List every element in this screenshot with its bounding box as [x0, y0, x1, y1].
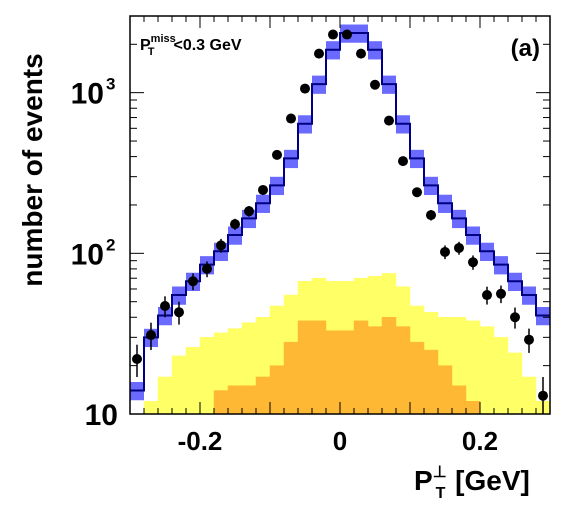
data-point — [230, 219, 240, 230]
bg-dark-bin — [241, 385, 257, 415]
y-axis-title: number of events — [17, 53, 48, 286]
bg-dark-bin — [297, 320, 313, 415]
data-point — [258, 184, 268, 195]
x-axis-title-rest: [GeV] — [447, 465, 529, 496]
data-point — [286, 113, 296, 124]
data-point — [398, 156, 408, 167]
data-point — [454, 242, 464, 253]
bg-dark-bin — [423, 349, 439, 415]
data-point — [538, 390, 548, 401]
data-point — [524, 334, 534, 345]
data-point — [272, 149, 282, 160]
data-point — [440, 246, 450, 257]
data-point — [244, 206, 254, 217]
y-tick-label: 10 — [85, 399, 118, 432]
bg-light-bin — [199, 337, 215, 415]
bg-dark-bin — [213, 390, 229, 415]
cut-annotation-rest: <0.3 GeV — [173, 37, 241, 54]
bg-light-bin — [143, 401, 159, 415]
x-tick-label: -0.2 — [178, 426, 223, 456]
y-tick-label-exponent: 2 — [106, 235, 115, 254]
x-axis-title-base: P — [414, 465, 433, 496]
bg-dark-bin — [311, 320, 327, 415]
data-point — [468, 257, 478, 268]
bg-dark-bin — [255, 376, 271, 415]
bg-light-bin — [171, 355, 187, 415]
data-point — [412, 187, 422, 198]
y-tick-label-exponent: 3 — [106, 75, 115, 94]
bg-light-bin — [157, 376, 173, 415]
data-point — [496, 288, 506, 299]
x-tick-label: 0 — [333, 426, 347, 456]
bg-light-bin — [185, 347, 201, 415]
data-point — [300, 83, 310, 94]
bg-dark-bin — [409, 341, 425, 415]
bg-light-bin — [493, 337, 509, 415]
data-point — [342, 29, 352, 40]
x-axis-title-sub: T — [436, 485, 446, 502]
bg-dark-bin — [451, 385, 467, 415]
x-axis-title-sup: ⊥ — [433, 464, 447, 481]
data-point — [202, 263, 212, 274]
data-point — [482, 290, 492, 301]
bg-dark-bin — [367, 326, 383, 415]
bg-dark-bin — [437, 365, 453, 415]
bg-dark-bin — [339, 330, 355, 415]
data-point — [370, 79, 380, 90]
cut-annotation-sub: T — [148, 46, 155, 58]
plot-area — [130, 24, 551, 415]
data-point — [510, 312, 520, 323]
bg-dark-bin — [269, 365, 285, 415]
data-point — [174, 307, 184, 318]
data-point — [384, 115, 394, 126]
bg-dark-bin — [395, 326, 411, 415]
cut-annotation: Pmiss T <0.3 GeV — [140, 33, 242, 58]
data-point — [426, 210, 436, 221]
panel-label: (a) — [511, 35, 540, 62]
x-tick-label: 0.2 — [462, 426, 498, 456]
bg-dark-bin — [353, 320, 369, 415]
data-point — [188, 276, 198, 287]
bg-light-bin — [465, 320, 481, 415]
bg-light-bin — [507, 352, 523, 415]
bg-dark-bin — [325, 330, 341, 415]
data-point — [146, 330, 156, 341]
bg-dark-bin — [381, 317, 397, 415]
x-axis-title: P⊥ T [GeV] — [414, 464, 530, 502]
data-point — [132, 353, 142, 364]
bg-dark-bin — [283, 341, 299, 415]
data-point — [314, 48, 324, 59]
bg-light-bin — [479, 326, 495, 415]
bg-light-bin — [521, 376, 537, 415]
cut-annotation-sup: miss — [151, 33, 176, 45]
data-point — [328, 29, 338, 40]
data-point — [160, 301, 170, 312]
cut-annotation-base: P — [140, 37, 151, 54]
data-point — [216, 240, 226, 251]
data-point — [356, 48, 366, 59]
bg-dark-bin — [227, 385, 243, 415]
y-tick-label: 10 — [71, 238, 104, 271]
y-tick-label: 10 — [71, 78, 104, 111]
total-line — [130, 32, 550, 392]
bg-dark-bin — [465, 401, 481, 415]
